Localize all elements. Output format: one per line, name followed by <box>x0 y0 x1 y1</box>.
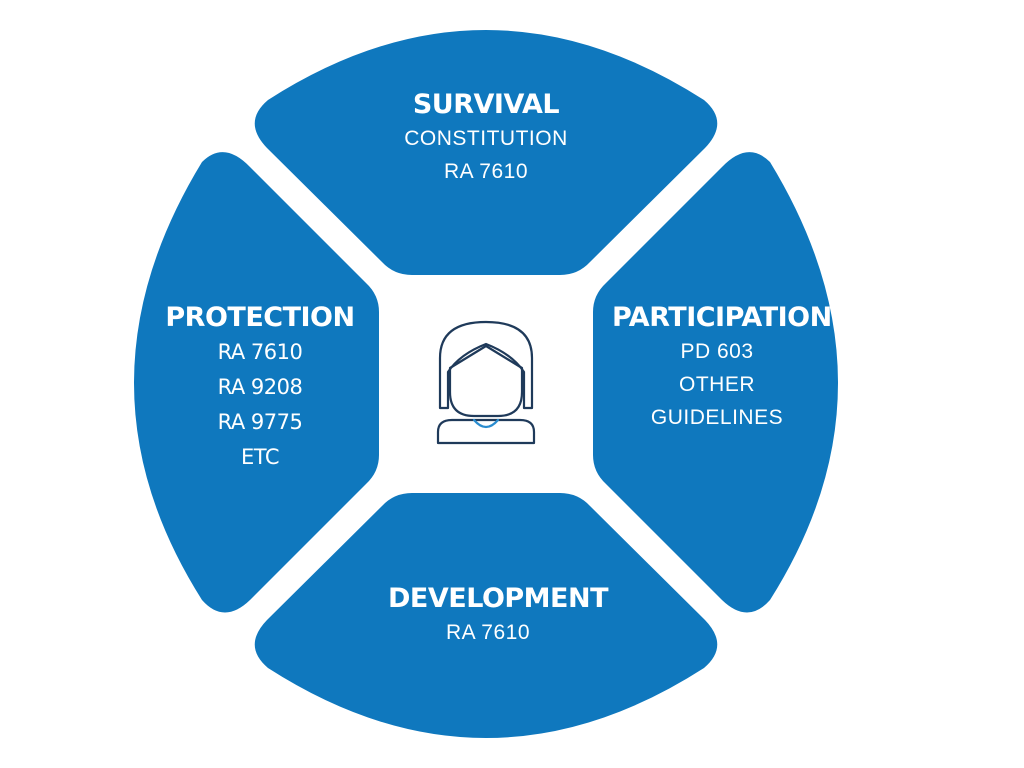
development-label-group: DEVELOPMENT RA 7610 <box>388 582 609 649</box>
protection-line: RA 9208 <box>217 375 303 399</box>
development-title: DEVELOPMENT <box>388 583 609 614</box>
survival-label-group: SURVIVAL CONSTITUTION RA 7610 <box>386 88 586 188</box>
hair-outline <box>438 320 534 410</box>
protection-line: RA 7610 <box>217 340 303 364</box>
protection-title: PROTECTION <box>165 302 355 333</box>
protection-line: ETC <box>240 445 280 469</box>
participation-label-group: PARTICIPATION PD 603 OTHER GUIDELINES <box>612 301 832 434</box>
survival-line: CONSTITUTION <box>404 127 568 150</box>
participation-line: OTHER <box>679 373 755 396</box>
protection-label-group: PROTECTION RA 7610 RA 9208 RA 9775 ETC <box>160 301 360 475</box>
shoulders-outline <box>436 418 536 445</box>
face-outline <box>448 344 524 418</box>
participation-line: GUIDELINES <box>650 406 784 429</box>
survival-title: SURVIVAL <box>412 89 560 120</box>
survival-segment <box>254 30 718 275</box>
protection-line: RA 9775 <box>217 410 303 434</box>
development-segment <box>254 493 718 738</box>
participation-line: PD 603 <box>680 340 754 363</box>
survival-line: RA 7610 <box>443 160 529 183</box>
participation-title: PARTICIPATION <box>612 302 832 333</box>
collar-accent <box>472 418 500 429</box>
protection-segment <box>134 152 379 613</box>
child-avatar-icon <box>436 320 536 445</box>
participation-segment <box>593 152 838 613</box>
development-line: RA 7610 <box>445 621 531 644</box>
